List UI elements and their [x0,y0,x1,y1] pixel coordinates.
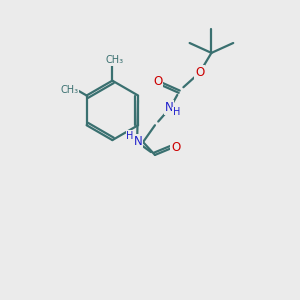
Text: H: H [173,107,180,117]
Text: H: H [127,131,134,141]
Text: O: O [195,66,204,79]
Text: N: N [164,101,173,114]
Text: O: O [153,75,163,88]
Text: CH₃: CH₃ [60,85,78,94]
Text: O: O [171,140,180,154]
Text: N: N [134,135,142,148]
Text: CH₃: CH₃ [105,55,123,65]
